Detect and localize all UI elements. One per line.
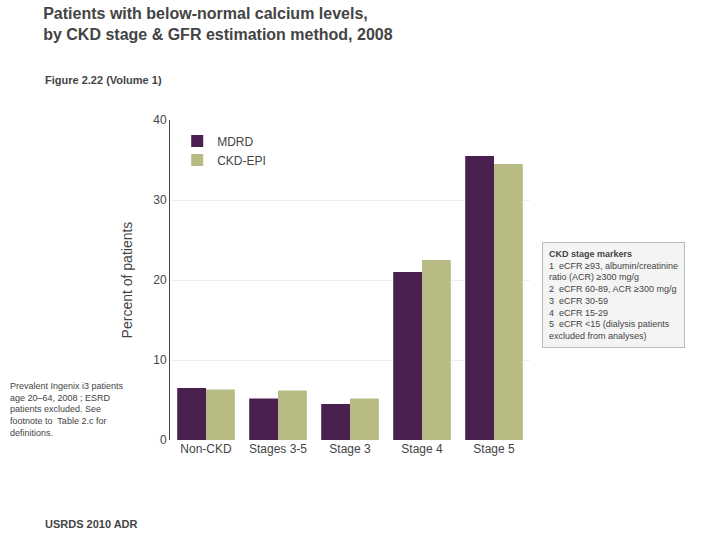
svg-text:Stages 3-5: Stages 3-5	[249, 442, 307, 456]
svg-text:MDRD: MDRD	[217, 135, 253, 149]
svg-text:CKD stage markers1 eCFR ≥93,: CKD stage markers1 eCFR ≥93, albumin/cre…	[549, 249, 678, 341]
svg-text:20: 20	[153, 273, 167, 287]
svg-text:30: 30	[153, 193, 167, 207]
svg-text:Patients with below-normal cal: Patients with below-normal calcium level…	[43, 5, 393, 43]
svg-text:USRDS 2010 ADR: USRDS 2010 ADR	[45, 518, 138, 530]
svg-text:Figure 2.22 (Volume 1): Figure 2.22 (Volume 1)	[45, 74, 162, 86]
svg-text:Stage 4: Stage 4	[401, 442, 443, 456]
svg-text:10: 10	[153, 353, 167, 367]
svg-text:0: 0	[160, 433, 167, 447]
svg-text:Percent of patients: Percent of patients	[119, 222, 135, 339]
svg-text:Prevalent Ingenix i3 patientsa: Prevalent Ingenix i3 patientsage 20–64, …	[10, 381, 124, 438]
svg-text:Stage 3: Stage 3	[329, 442, 371, 456]
svg-text:40: 40	[153, 113, 167, 127]
svg-text:Stage 5: Stage 5	[473, 442, 515, 456]
svg-text:Non-CKD: Non-CKD	[180, 442, 232, 456]
svg-text:CKD-EPI: CKD-EPI	[217, 154, 266, 168]
